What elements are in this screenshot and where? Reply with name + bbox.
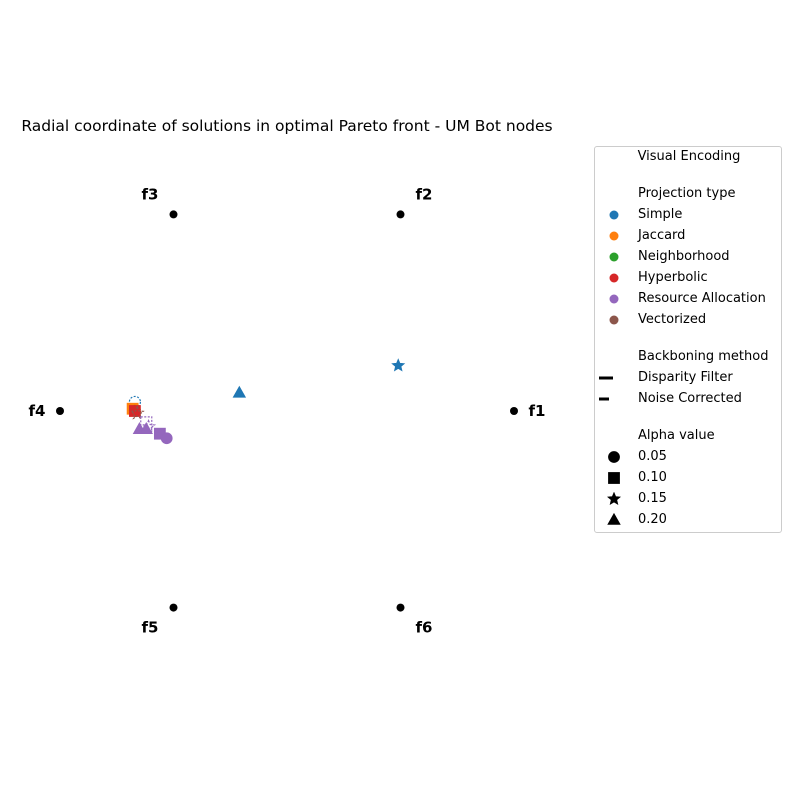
legend-projection-resource-allocation-marker bbox=[609, 294, 619, 304]
legend-section-alpha: Alpha value bbox=[638, 428, 715, 443]
anchor-point-f4 bbox=[56, 407, 64, 415]
anchor-label-f4: f4 bbox=[29, 402, 46, 420]
legend-projection-hyperbolic-marker bbox=[609, 273, 619, 283]
legend-alpha-0-10: 0.10 bbox=[595, 469, 781, 487]
legend-backbone-disparity-filter-label: Disparity Filter bbox=[638, 370, 733, 385]
anchor-label-f5: f5 bbox=[142, 619, 159, 637]
legend-alpha-0-20: 0.20 bbox=[595, 511, 781, 529]
anchor-point-f3 bbox=[169, 210, 178, 219]
legend-backbone-noise-corrected: Noise Corrected bbox=[595, 390, 781, 408]
legend-backbone-noise-corrected-label: Noise Corrected bbox=[638, 391, 742, 406]
legend-projection-simple: Simple bbox=[595, 206, 781, 224]
legend-alpha-marker-triangle bbox=[607, 513, 621, 525]
legend-alpha-0-15-marker bbox=[607, 492, 621, 505]
legend-alpha-marker-star bbox=[607, 492, 621, 505]
anchor-label-f3: f3 bbox=[142, 185, 159, 203]
legend-alpha-marker-circle bbox=[608, 451, 620, 463]
legend-projection-vectorized-marker bbox=[609, 315, 619, 325]
legend-projection-resource-allocation: Resource Allocation bbox=[595, 290, 781, 308]
legend-projection-neighborhood: Neighborhood bbox=[595, 248, 781, 266]
data-point-1 bbox=[391, 358, 406, 372]
legend-projection-neighborhood-marker bbox=[609, 252, 619, 262]
legend-projection-neighborhood-label: Neighborhood bbox=[638, 249, 730, 264]
data-point-13 bbox=[160, 432, 173, 445]
data-point-11 bbox=[139, 422, 153, 434]
legend-backbone-disparity-filter-marker bbox=[599, 376, 613, 380]
legend-alpha-marker-square bbox=[608, 472, 620, 484]
data-point-7 bbox=[129, 405, 145, 420]
legend-backbone-disparity-filter: Disparity Filter bbox=[595, 369, 781, 387]
legend-alpha-0-05-marker bbox=[608, 451, 620, 463]
legend-section-backbone: Backboning method bbox=[638, 349, 769, 364]
legend-projection-vectorized-label: Vectorized bbox=[638, 312, 707, 327]
legend-alpha-0-10-label: 0.10 bbox=[638, 470, 667, 485]
legend-alpha-0-20-label: 0.20 bbox=[638, 512, 667, 527]
legend-alpha-0-15: 0.15 bbox=[595, 490, 781, 508]
anchor-label-f1: f1 bbox=[529, 402, 546, 420]
anchor-point-f2 bbox=[396, 210, 405, 219]
anchor-label-f6: f6 bbox=[416, 619, 433, 637]
legend-section-projection: Projection type bbox=[638, 186, 736, 201]
legend-projection-hyperbolic: Hyperbolic bbox=[595, 269, 781, 287]
legend-title: Visual Encoding bbox=[637, 149, 741, 164]
anchor-point-f1 bbox=[510, 407, 518, 415]
legend-projection-resource-allocation-label: Resource Allocation bbox=[638, 291, 766, 306]
data-point-2 bbox=[232, 385, 247, 398]
legend-projection-jaccard: Jaccard bbox=[595, 227, 781, 245]
legend-projection-hyperbolic-label: Hyperbolic bbox=[638, 270, 708, 285]
legend-projection-jaccard-marker bbox=[609, 231, 619, 241]
legend-alpha-0-05-label: 0.05 bbox=[638, 449, 667, 464]
anchor-point-f6 bbox=[396, 603, 405, 612]
legend-alpha-0-05: 0.05 bbox=[595, 448, 781, 466]
points-layer bbox=[126, 358, 406, 445]
legend-projection-vectorized: Vectorized bbox=[595, 311, 781, 329]
legend-projection-jaccard-label: Jaccard bbox=[638, 228, 686, 243]
legend-backbone-noise-corrected-marker bbox=[599, 397, 613, 401]
anchor-layer: f1 f2 f3 f4 f5 f6 bbox=[29, 185, 546, 636]
chart-title: Radial coordinate of solutions in optima… bbox=[21, 117, 552, 135]
anchor-label-f2: f2 bbox=[416, 185, 433, 203]
legend-projection-simple-label: Simple bbox=[638, 207, 683, 222]
data-point-8 bbox=[140, 416, 153, 429]
legend-alpha-0-10-marker bbox=[608, 472, 620, 484]
legend-alpha-0-20-marker bbox=[607, 513, 621, 525]
legend-projection-simple-marker bbox=[609, 210, 619, 220]
legend-alpha-0-15-label: 0.15 bbox=[638, 491, 667, 506]
legend: Visual Encoding Projection type Simple Ja… bbox=[594, 146, 782, 533]
anchor-point-f5 bbox=[169, 603, 178, 612]
